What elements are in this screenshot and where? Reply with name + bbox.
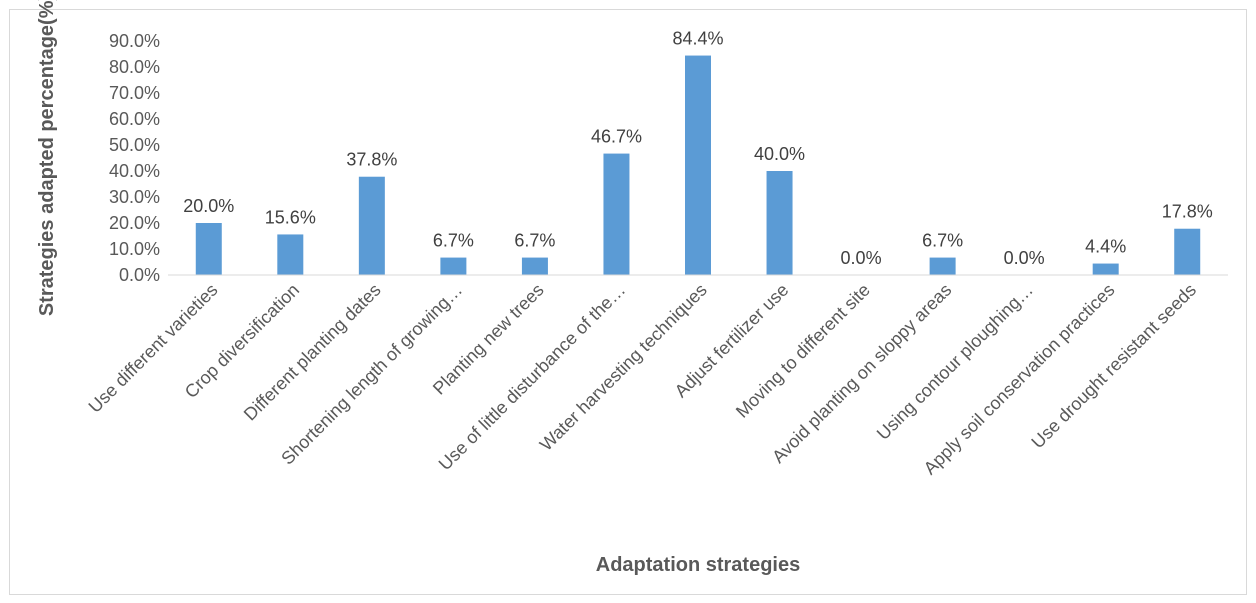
data-label: 15.6%	[265, 207, 316, 227]
data-label: 6.7%	[514, 231, 555, 251]
y-tick-label: 60.0%	[109, 109, 160, 129]
x-tick-label: Using contour ploughing…	[873, 280, 1037, 444]
x-tick-label: Avoid planting on sloppy areas	[768, 280, 955, 467]
y-tick-label: 30.0%	[109, 187, 160, 207]
y-tick-label: 10.0%	[109, 239, 160, 259]
bar	[1092, 263, 1119, 275]
chart-area	[9, 9, 1247, 595]
data-label: 4.4%	[1085, 237, 1126, 257]
bar	[521, 257, 548, 275]
data-label: 6.7%	[922, 231, 963, 251]
bar	[440, 257, 467, 275]
y-tick-label: 50.0%	[109, 135, 160, 155]
data-label: 40.0%	[754, 144, 805, 164]
y-axis: 0.0% 10.0% 20.0% 30.0% 40.0% 50.0% 60.0% 70.0% 8…	[109, 31, 160, 285]
bar	[603, 153, 630, 275]
bar	[277, 234, 304, 275]
y-tick-label: 90.0%	[109, 31, 160, 51]
y-tick-label: 40.0%	[109, 161, 160, 181]
x-tick-label: Use different varieties	[85, 280, 222, 417]
x-tick-label: Use drought resistant seeds	[1027, 280, 1200, 453]
data-labels: 20.0% 15.6% 37.8% 6.7% 6.7% 46.7% 84.4% 40.0% 0.…	[183, 29, 1213, 268]
data-label: 46.7%	[591, 127, 642, 147]
bar	[929, 257, 956, 275]
data-label: 37.8%	[346, 150, 397, 170]
y-tick-label: 0.0%	[119, 265, 160, 285]
x-tick-label: Water harvesting techniques	[536, 280, 711, 455]
y-tick-label: 80.0%	[109, 57, 160, 77]
bar	[685, 55, 711, 276]
data-label: 0.0%	[1004, 248, 1045, 268]
data-label: 84.4%	[672, 29, 723, 49]
data-label: 17.8%	[1162, 202, 1213, 222]
y-tick-label: 70.0%	[109, 83, 160, 103]
x-axis-title: Adaptation strategies	[596, 554, 800, 576]
bar	[195, 223, 222, 275]
data-label: 20.0%	[183, 196, 234, 216]
y-tick-label: 20.0%	[109, 213, 160, 233]
x-tick-label: Different planting dates	[240, 280, 385, 425]
bar	[766, 171, 793, 275]
x-tick-label: Moving to different site	[732, 280, 874, 422]
bars	[195, 55, 1201, 276]
data-label: 6.7%	[433, 231, 474, 251]
bar	[1174, 228, 1201, 275]
bar	[358, 176, 385, 275]
data-label: 0.0%	[841, 248, 882, 268]
y-axis-title: Strategies adapted percentage(%)	[36, 0, 58, 316]
